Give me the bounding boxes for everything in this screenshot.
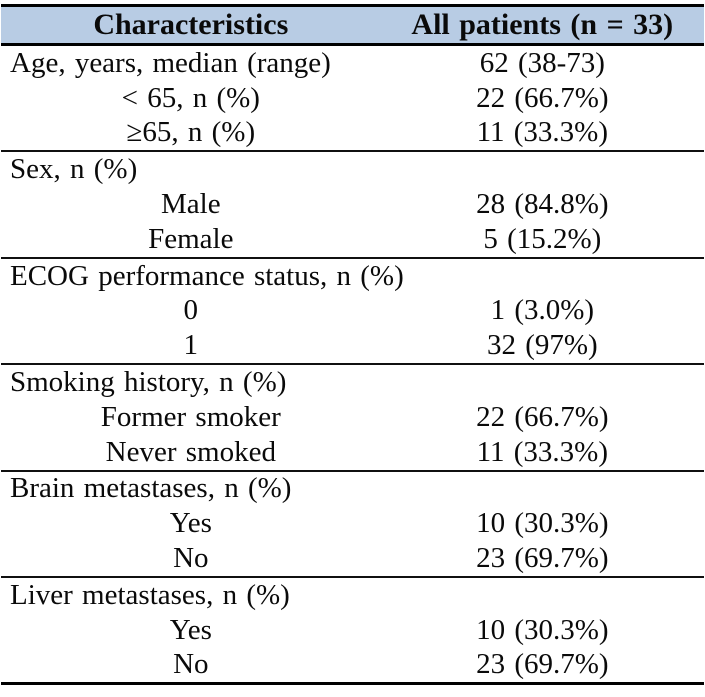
row-label: Never smoked	[1, 434, 381, 472]
patient-characteristics-table: Characteristics All patients (n = 33) Ag…	[1, 4, 704, 686]
row-value: 11 (33.3%)	[380, 434, 704, 472]
table-header: Characteristics All patients (n = 33)	[1, 5, 704, 46]
table-row: No 23 (69.7%)	[1, 648, 704, 684]
row-label: Brain metastases, n (%)	[10, 472, 292, 505]
table-row: Male 28 (84.8%)	[1, 187, 704, 222]
row-value: 62 (38-73)	[479, 46, 605, 79]
table-row: Female 5 (15.2%)	[1, 221, 704, 259]
table-row: Age, years, median (range) 62 (38-73)	[1, 45, 704, 81]
table-row: < 65, n (%) 22 (66.7%)	[1, 81, 704, 116]
row-value	[381, 471, 704, 507]
table-row: ECOG performance status, n (%)	[1, 258, 704, 294]
row-value: 23 (69.7%)	[476, 648, 609, 681]
column-header-characteristics: Characteristics	[1, 5, 381, 46]
row-label: Yes	[169, 613, 212, 646]
table-row: ≥65, n (%) 11 (33.3%)	[1, 115, 704, 153]
row-value: 5 (15.2%)	[380, 221, 704, 259]
row-label: ≥65, n (%)	[1, 115, 381, 153]
row-value	[381, 151, 704, 187]
row-value: 10 (30.3%)	[476, 507, 609, 540]
row-value: 22 (66.7%)	[476, 400, 609, 433]
row-value: 23 (69.7%)	[380, 541, 704, 578]
table-row: Liver metastases, n (%)	[1, 577, 704, 613]
table-row: Smoking history, n (%)	[1, 364, 704, 400]
table-row: Yes 10 (30.3%)	[1, 613, 704, 648]
row-value: 1 (3.0%)	[490, 294, 595, 327]
row-value: 11 (33.3%)	[380, 115, 704, 153]
row-label: Female	[1, 221, 381, 259]
row-label: 0	[183, 294, 199, 327]
column-header-all-patients: All patients (n = 33)	[380, 5, 704, 46]
row-label: Sex, n (%)	[10, 153, 138, 186]
row-label: Male	[161, 188, 221, 221]
table-row: Former smoker 22 (66.7%)	[1, 400, 704, 435]
row-label: 1	[1, 328, 381, 366]
row-value: 32 (97%)	[380, 328, 704, 366]
table-row: 1 32 (97%)	[1, 328, 704, 366]
table-row: Brain metastases, n (%)	[1, 471, 704, 507]
row-value: 28 (84.8%)	[476, 188, 609, 221]
row-value	[381, 364, 704, 400]
table-row: No 23 (69.7%)	[1, 541, 704, 578]
row-label: ECOG performance status, n (%)	[10, 259, 404, 292]
table-row: Never smoked 11 (33.3%)	[1, 434, 704, 472]
row-value: 10 (30.3%)	[476, 613, 609, 646]
table-row: 0 1 (3.0%)	[1, 294, 704, 329]
table-row: Sex, n (%)	[1, 151, 704, 187]
row-label: Former smoker	[100, 400, 281, 433]
row-label: No	[1, 541, 381, 578]
row-label: Smoking history, n (%)	[10, 366, 287, 399]
row-label: Age, years, median (range)	[10, 46, 331, 79]
table-body: Age, years, median (range) 62 (38-73) < 65…	[1, 45, 704, 684]
row-label: < 65, n (%)	[121, 81, 260, 114]
row-value	[381, 258, 704, 294]
row-label: Liver metastases, n (%)	[10, 578, 290, 611]
row-label: Yes	[169, 507, 212, 540]
row-value	[381, 577, 704, 613]
table-row: Yes 10 (30.3%)	[1, 506, 704, 541]
row-label: No	[173, 648, 209, 681]
header-row: Characteristics All patients (n = 33)	[1, 5, 704, 46]
row-value: 22 (66.7%)	[476, 81, 609, 114]
